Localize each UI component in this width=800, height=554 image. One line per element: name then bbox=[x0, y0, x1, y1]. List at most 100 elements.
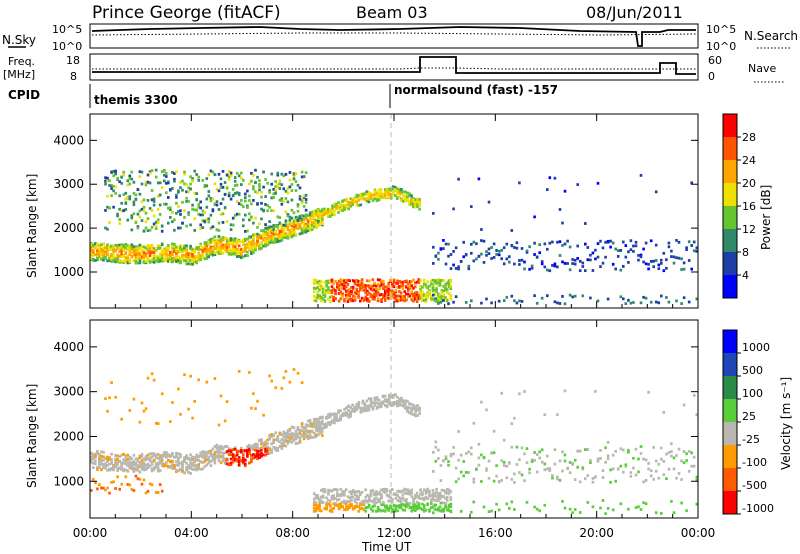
power-cell bbox=[558, 254, 562, 257]
power-cell bbox=[167, 181, 170, 185]
velocity-cell bbox=[248, 450, 251, 454]
power-cell bbox=[371, 297, 375, 301]
power-cell bbox=[209, 245, 213, 249]
power-cell bbox=[92, 248, 95, 252]
power-cell bbox=[120, 247, 123, 251]
power-cell bbox=[177, 226, 180, 230]
power-cell bbox=[270, 239, 273, 243]
power-cell bbox=[385, 285, 389, 289]
power-cell bbox=[134, 221, 138, 225]
power-cell bbox=[622, 297, 625, 301]
power-cell bbox=[328, 291, 332, 295]
power-cell bbox=[231, 240, 235, 243]
velocity-cell bbox=[150, 467, 154, 471]
power-cell bbox=[195, 256, 198, 259]
velocity-cell bbox=[426, 487, 429, 491]
power-cell bbox=[449, 284, 453, 288]
power-cell bbox=[482, 261, 486, 264]
power-cell bbox=[392, 285, 396, 289]
power-cbar-tick: 28 bbox=[742, 131, 756, 144]
power-cell bbox=[649, 260, 653, 263]
velocity-cell bbox=[321, 495, 325, 498]
velocity-cell bbox=[175, 468, 178, 472]
velocity-cell bbox=[442, 489, 445, 492]
power-cell bbox=[246, 246, 249, 249]
velocity-cell bbox=[98, 452, 101, 456]
power-cell bbox=[148, 259, 152, 263]
power-cell bbox=[262, 209, 265, 213]
power-cell bbox=[207, 220, 211, 224]
power-cell bbox=[367, 279, 371, 283]
power-cell bbox=[138, 252, 142, 256]
power-cell bbox=[589, 258, 592, 262]
velocity-cell bbox=[205, 463, 209, 467]
velocity-cell bbox=[357, 509, 360, 513]
power-cell bbox=[240, 176, 243, 180]
power-cell bbox=[435, 282, 438, 285]
power-cell bbox=[373, 193, 377, 197]
power-cell bbox=[108, 259, 111, 262]
power-cell bbox=[294, 224, 298, 228]
velocity-cell bbox=[422, 509, 426, 513]
power-cell bbox=[398, 299, 401, 302]
power-cell bbox=[237, 248, 241, 251]
velocity-cell bbox=[406, 502, 410, 506]
power-cell bbox=[333, 202, 336, 206]
velocity-cell bbox=[332, 488, 335, 492]
power-cell bbox=[120, 181, 123, 185]
power-cell bbox=[375, 292, 378, 296]
velocity-cell bbox=[312, 431, 316, 435]
velocity-cell bbox=[447, 489, 451, 493]
power-cell bbox=[233, 214, 237, 217]
power-cell bbox=[437, 283, 440, 287]
velocity-cell bbox=[122, 467, 125, 471]
velocity-cell bbox=[596, 459, 600, 463]
power-cell bbox=[187, 259, 190, 262]
power-cell bbox=[116, 253, 119, 257]
velocity-cell bbox=[535, 453, 539, 456]
power-cell bbox=[571, 258, 574, 261]
velocity-cell bbox=[286, 431, 290, 435]
power-cell bbox=[387, 293, 390, 297]
velocity-cell bbox=[104, 456, 107, 460]
power-cell bbox=[199, 258, 202, 262]
velocity-cell bbox=[422, 506, 426, 510]
velocity-cell bbox=[189, 472, 192, 475]
velocity-cell bbox=[437, 457, 440, 460]
power-cell bbox=[118, 180, 121, 184]
velocity-cell bbox=[619, 464, 623, 468]
power-cell bbox=[642, 295, 645, 299]
power-cell bbox=[414, 281, 417, 285]
velocity-cell bbox=[104, 397, 107, 401]
power-cell bbox=[195, 192, 198, 195]
velocity-cell bbox=[438, 494, 442, 498]
velocity-cell bbox=[399, 506, 403, 510]
velocity-cell bbox=[130, 465, 134, 469]
power-cell bbox=[112, 252, 115, 256]
power-cell bbox=[235, 255, 239, 258]
velocity-cell bbox=[337, 411, 340, 414]
power-cell bbox=[312, 278, 316, 282]
power-cell bbox=[290, 234, 294, 238]
velocity-cell bbox=[375, 401, 379, 405]
velocity-cell bbox=[505, 502, 509, 506]
velocity-cell bbox=[680, 478, 683, 481]
velocity-cell bbox=[442, 459, 445, 463]
power-cell bbox=[264, 178, 267, 181]
velocity-cell bbox=[437, 495, 440, 498]
velocity-cell bbox=[229, 457, 233, 461]
velocity-cell bbox=[392, 504, 396, 507]
velocity-cell bbox=[404, 402, 407, 406]
power-cell bbox=[440, 289, 444, 292]
velocity-cell bbox=[189, 466, 192, 470]
power-cell bbox=[242, 238, 245, 242]
power-cell bbox=[102, 247, 105, 250]
power-cell bbox=[193, 208, 196, 212]
power-cell bbox=[114, 171, 117, 174]
power-cell bbox=[445, 281, 449, 285]
velocity-cell bbox=[100, 486, 103, 490]
power-cell bbox=[229, 242, 233, 246]
velocity-cell bbox=[163, 452, 166, 455]
power-cell bbox=[619, 249, 623, 252]
velocity-cell bbox=[576, 465, 579, 469]
